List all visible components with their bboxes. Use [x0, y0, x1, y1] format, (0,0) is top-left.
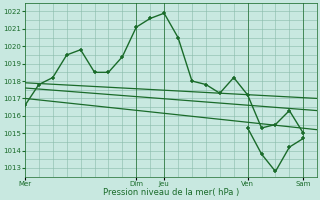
X-axis label: Pression niveau de la mer( hPa ): Pression niveau de la mer( hPa ) — [103, 188, 239, 197]
